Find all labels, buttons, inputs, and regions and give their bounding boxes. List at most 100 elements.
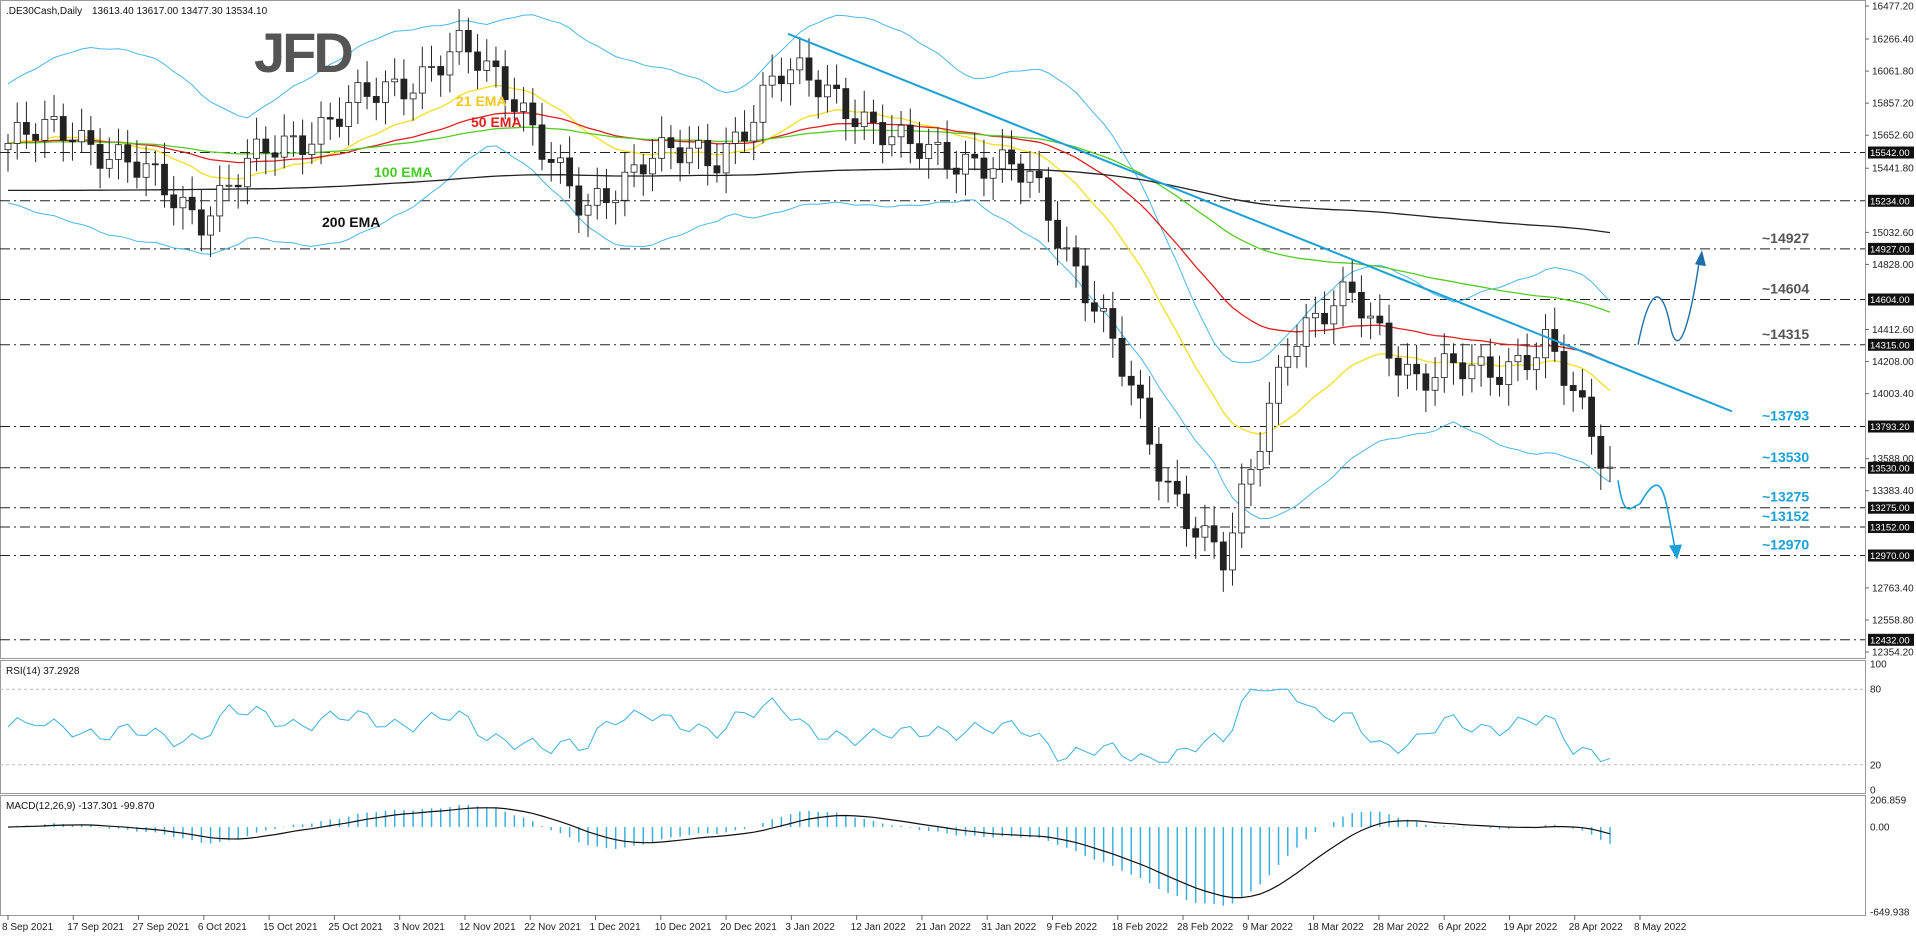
ema21-label: 21 EMA [456, 93, 507, 109]
candle-body [731, 131, 739, 144]
candle-body [547, 158, 555, 163]
level-tag-text: 14604.00 [1870, 295, 1910, 306]
candle-body [1376, 315, 1384, 324]
candle-body [1450, 353, 1457, 364]
candle-body [1505, 361, 1513, 385]
x-tick-label: 28 Mar 2022 [1373, 922, 1430, 933]
candle-body [1100, 308, 1108, 312]
candle-body [1008, 149, 1015, 165]
level-tag-text: 15234.00 [1870, 196, 1910, 207]
rsi-tick-label: 100 [1870, 660, 1887, 671]
price-tick-label: 15857.20 [1872, 99, 1914, 110]
x-tick-label: 3 Jan 2022 [785, 922, 835, 933]
candle-body [1026, 170, 1034, 183]
macd-tick-label: -649.938 [1870, 908, 1910, 919]
candle-body [593, 188, 601, 206]
x-tick-label: 12 Nov 2021 [459, 922, 516, 933]
x-tick-label: 20 Dec 2021 [720, 922, 777, 933]
candle-body [455, 29, 463, 53]
candle-body [860, 111, 868, 128]
candle-body [713, 165, 721, 174]
ohlc-label: 13613.40 13617.00 13477.30 13534.10 [92, 6, 268, 17]
candle-body [1081, 265, 1089, 304]
candle-body [1422, 373, 1430, 391]
candle-body [1183, 493, 1190, 530]
level-tag [1868, 242, 1914, 255]
candle-body [1229, 532, 1236, 571]
candle-body [1358, 292, 1365, 319]
bollinger-lower [7, 145, 1611, 520]
candle-body [1072, 247, 1080, 267]
x-tick-label: 28 Feb 2022 [1177, 922, 1234, 933]
candle-body [409, 92, 417, 100]
candle-body [1569, 385, 1577, 392]
level-label: ~12970 [1762, 537, 1809, 553]
candle-body [1532, 357, 1540, 371]
price-tick-label: 16266.40 [1872, 35, 1914, 46]
candle-body [41, 119, 49, 141]
candle-body [925, 143, 933, 159]
price-tick-label: 14828.00 [1872, 260, 1914, 271]
x-tick-label: 21 Jan 2022 [916, 922, 971, 933]
rsi-tick-label: 0 [1870, 786, 1876, 797]
candle-body [998, 149, 1006, 170]
bullish-scenario-arrow [1637, 256, 1701, 345]
candle-body [1348, 281, 1356, 293]
candle-body [1063, 247, 1071, 250]
candle-body [1321, 312, 1328, 325]
candle-body [280, 135, 288, 158]
candle-body [1238, 483, 1246, 534]
price-tick-label: 15441.80 [1872, 164, 1914, 175]
x-tick-label: 3 Nov 2021 [394, 922, 446, 933]
candle-body [170, 194, 178, 209]
candle-body [971, 153, 979, 159]
level-tag [1868, 146, 1914, 159]
ema50-label: 50 EMA [471, 114, 522, 130]
x-tick-label: 12 Jan 2022 [851, 922, 906, 933]
candle-body [520, 102, 527, 112]
candle-body [391, 78, 399, 83]
price-tick-label: 13383.40 [1872, 486, 1914, 497]
candle-body [676, 147, 684, 164]
candle-body [1330, 305, 1338, 325]
candle-body [1091, 302, 1098, 312]
candle-body [1210, 525, 1218, 543]
candle-body [151, 163, 159, 166]
candle-body [897, 124, 905, 138]
rsi-tick-label: 20 [1870, 760, 1882, 771]
bearish-arrow-head [1669, 544, 1682, 560]
ema200-label: 200 EMA [322, 214, 380, 230]
candle-body [1311, 312, 1319, 319]
level-label: ~13793 [1762, 408, 1809, 424]
candle-body [962, 153, 969, 175]
candle-body [1265, 402, 1273, 452]
candle-body [1275, 366, 1282, 404]
candle-body [243, 157, 251, 188]
level-tag-text: 15542.00 [1870, 148, 1910, 159]
candle-body [1385, 322, 1393, 359]
jfd-logo: JFD [254, 21, 352, 84]
candle-body [1588, 396, 1595, 437]
candle-body [464, 29, 472, 53]
candle-body [1284, 355, 1292, 368]
x-tick-label: 8 May 2022 [1634, 922, 1687, 933]
candle-body [1542, 329, 1549, 359]
candle-body [188, 196, 196, 211]
candle-body [336, 118, 343, 127]
candle-body [814, 79, 822, 98]
x-tick-label: 22 Nov 2021 [524, 922, 581, 933]
candle-body [768, 75, 776, 86]
bearish-scenario-arrow [1617, 480, 1677, 554]
candle-body [225, 184, 233, 187]
candle-body [474, 51, 481, 71]
candle-body [197, 209, 205, 236]
candle-body [916, 143, 923, 159]
candle-body [906, 124, 914, 145]
candle-body [1247, 469, 1255, 485]
x-tick-label: 6 Apr 2022 [1438, 922, 1487, 933]
candle-body [354, 82, 362, 103]
level-tag-text: 14927.00 [1870, 244, 1910, 255]
level-tag [1868, 338, 1914, 351]
